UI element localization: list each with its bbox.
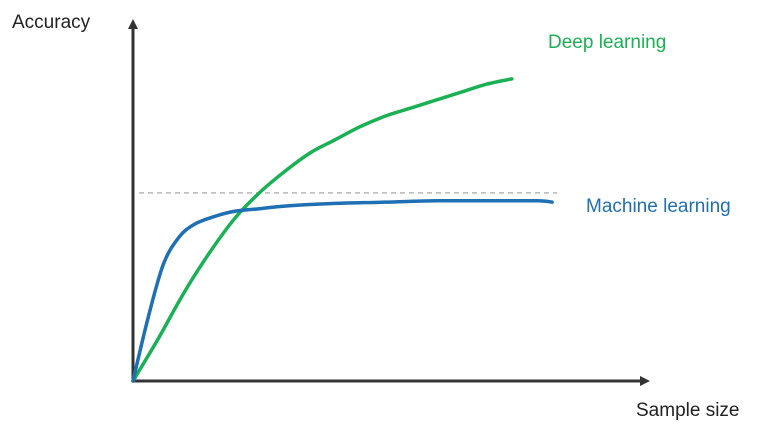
deep-learning-label: Deep learning [548, 32, 666, 53]
machine-learning-label: Machine learning [586, 196, 731, 217]
deep-learning-line [131, 77, 514, 383]
machine-learning-line [131, 198, 554, 383]
y-axis-label: Accuracy [12, 12, 91, 33]
x-axis-label: Sample size [636, 400, 740, 421]
